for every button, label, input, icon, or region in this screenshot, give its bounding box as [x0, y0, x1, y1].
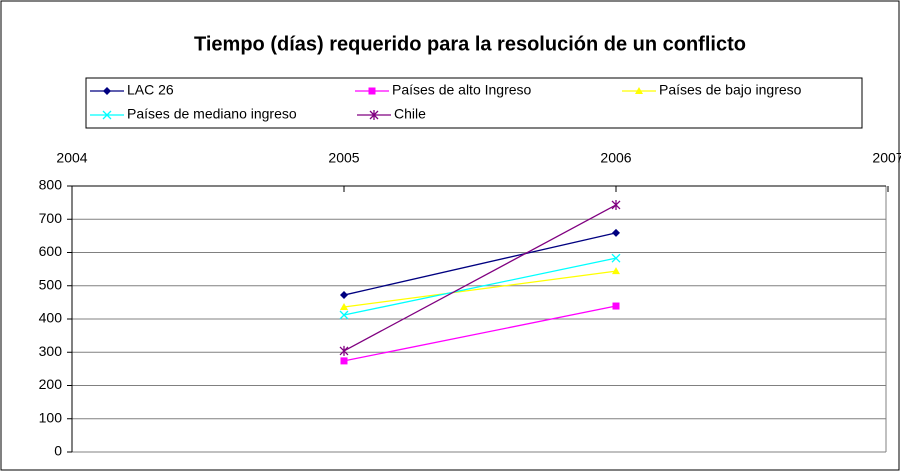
line [343, 232, 617, 296]
marker [102, 110, 112, 120]
line [343, 204, 617, 352]
legend-label: Chile [394, 106, 426, 122]
marker [635, 87, 643, 94]
marker [339, 310, 349, 320]
y-tick-label: 200 [39, 376, 63, 392]
line [343, 305, 617, 362]
marker [368, 87, 376, 95]
x-tick-label: 2006 [600, 150, 631, 166]
x-tick-label: 2005 [328, 150, 359, 166]
legend-label: LAC 26 [127, 82, 174, 98]
marker [103, 87, 111, 95]
y-tick-label: 700 [39, 210, 63, 226]
line [343, 257, 617, 316]
x-tick-label: 2004 [56, 150, 87, 166]
legend-label: Países de bajo ingreso [659, 82, 802, 98]
y-tick-label: 600 [39, 243, 63, 259]
legend-box [85, 77, 863, 129]
marker [612, 302, 620, 310]
marker [369, 110, 379, 120]
x-tick-label: 2007 [872, 150, 901, 166]
line [343, 270, 617, 308]
y-tick-label: 500 [39, 276, 63, 292]
y-tick-label: 0 [54, 443, 62, 459]
marker [340, 291, 348, 300]
legend-label: Países de alto Ingreso [392, 82, 532, 98]
marker [340, 303, 348, 311]
y-tick-label: 300 [39, 343, 63, 359]
y-tick-label: 100 [39, 409, 63, 425]
marker [612, 228, 620, 237]
y-tick-label: 400 [39, 310, 63, 326]
marker [612, 267, 620, 275]
marker [611, 199, 621, 210]
marker [339, 345, 349, 356]
y-tick-label: 800 [39, 177, 63, 193]
marker [611, 253, 621, 263]
legend-label: Países de mediano ingreso [127, 106, 297, 122]
marker [340, 357, 348, 365]
chart-title: Tiempo (días) requerido para la resoluci… [194, 33, 746, 55]
